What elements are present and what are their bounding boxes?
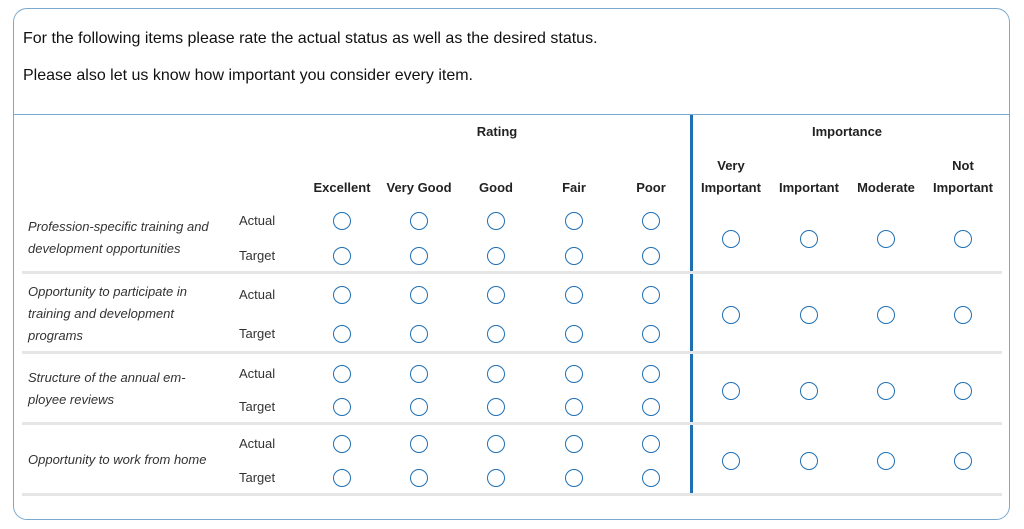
target-row-label: Target xyxy=(239,248,276,263)
group-header-importance: Importance xyxy=(811,124,883,139)
rating-radio-actual-excellent[interactable] xyxy=(333,435,351,453)
row-separator xyxy=(22,351,1002,354)
rating-radio-target-excellent[interactable] xyxy=(333,247,351,265)
rating-radio-actual-fair[interactable] xyxy=(565,435,583,453)
rating-radio-actual-excellent[interactable] xyxy=(333,286,351,304)
target-row-label: Target xyxy=(239,326,276,341)
importance-radio-not-important[interactable] xyxy=(954,306,972,324)
column-header-not-important-line-2: Important xyxy=(933,180,993,195)
rating-radio-actual-very-good[interactable] xyxy=(410,365,428,383)
column-header-moderate-line-2: Moderate xyxy=(857,180,915,195)
importance-radio-very-important[interactable] xyxy=(722,306,740,324)
rating-radio-actual-good[interactable] xyxy=(487,365,505,383)
rating-radio-target-very-good[interactable] xyxy=(410,247,428,265)
target-row-label: Target xyxy=(239,399,276,414)
rating-radio-target-fair[interactable] xyxy=(565,469,583,487)
rating-radio-target-good[interactable] xyxy=(487,325,505,343)
actual-row-label: Actual xyxy=(239,366,276,381)
item-label-line: development opportunities xyxy=(28,241,181,256)
target-row-label: Target xyxy=(239,470,276,485)
rating-radio-target-very-good[interactable] xyxy=(410,325,428,343)
importance-radio-moderate[interactable] xyxy=(877,382,895,400)
rating-radio-actual-good[interactable] xyxy=(487,435,505,453)
survey-card: For the following items please rate the … xyxy=(13,8,1010,520)
importance-radio-very-important[interactable] xyxy=(722,382,740,400)
column-header-important-line-2: Important xyxy=(779,180,839,195)
rating-radio-actual-good[interactable] xyxy=(487,212,505,230)
rating-radio-actual-fair[interactable] xyxy=(565,212,583,230)
row-separator xyxy=(22,493,1002,496)
group-header-rating: Rating xyxy=(476,124,518,139)
row-separator xyxy=(22,422,1002,425)
item-label-1: Profession-specific training and developm… xyxy=(28,216,238,260)
item-label-line: training and development xyxy=(28,306,174,321)
rating-radio-target-excellent[interactable] xyxy=(333,469,351,487)
importance-radio-moderate[interactable] xyxy=(877,452,895,470)
actual-row-label: Actual xyxy=(239,287,276,302)
intro-section: For the following items please rate the … xyxy=(14,9,1009,115)
item-label-line: programs xyxy=(28,328,83,343)
rating-radio-target-very-good[interactable] xyxy=(410,469,428,487)
column-header-excellent: Excellent xyxy=(313,180,371,195)
rating-radio-target-poor[interactable] xyxy=(642,398,660,416)
rating-radio-actual-poor[interactable] xyxy=(642,365,660,383)
importance-radio-not-important[interactable] xyxy=(954,230,972,248)
rating-radio-actual-poor[interactable] xyxy=(642,286,660,304)
rating-radio-target-excellent[interactable] xyxy=(333,398,351,416)
rating-radio-actual-very-good[interactable] xyxy=(410,435,428,453)
item-label-line: Profession-specific training and xyxy=(28,219,209,234)
importance-radio-not-important[interactable] xyxy=(954,452,972,470)
rating-radio-actual-fair[interactable] xyxy=(565,286,583,304)
item-label-3: Structure of the annual em-ployee review… xyxy=(28,367,238,411)
importance-radio-important[interactable] xyxy=(800,306,818,324)
rating-radio-target-fair[interactable] xyxy=(565,325,583,343)
item-label-line: Structure of the annual em- xyxy=(28,370,186,385)
row-separator xyxy=(22,271,1002,274)
column-header-very-important-line-2: Important xyxy=(701,180,761,195)
item-label-line: Opportunity to participate in xyxy=(28,284,187,299)
column-header-very-important-line-1: Very xyxy=(717,158,745,173)
importance-radio-very-important[interactable] xyxy=(722,230,740,248)
column-header-fair: Fair xyxy=(562,180,586,195)
rating-radio-target-fair[interactable] xyxy=(565,398,583,416)
intro-line-2: Please also let us know how important yo… xyxy=(23,67,473,84)
importance-radio-moderate[interactable] xyxy=(877,306,895,324)
importance-radio-not-important[interactable] xyxy=(954,382,972,400)
rating-radio-actual-fair[interactable] xyxy=(565,365,583,383)
column-header-very-good: Very Good xyxy=(386,180,452,195)
column-header-poor: Poor xyxy=(636,180,666,195)
importance-radio-important[interactable] xyxy=(800,452,818,470)
rating-radio-actual-excellent[interactable] xyxy=(333,365,351,383)
rating-radio-actual-poor[interactable] xyxy=(642,212,660,230)
rating-radio-target-good[interactable] xyxy=(487,398,505,416)
importance-radio-important[interactable] xyxy=(800,382,818,400)
rating-radio-actual-very-good[interactable] xyxy=(410,212,428,230)
column-header-not-important-line-1: Not xyxy=(952,158,974,173)
rating-radio-actual-poor[interactable] xyxy=(642,435,660,453)
importance-radio-important[interactable] xyxy=(800,230,818,248)
rating-radio-target-fair[interactable] xyxy=(565,247,583,265)
item-label-2: Opportunity to participate in training an… xyxy=(28,281,238,347)
section-divider xyxy=(690,115,693,495)
rating-radio-actual-very-good[interactable] xyxy=(410,286,428,304)
rating-radio-target-poor[interactable] xyxy=(642,325,660,343)
rating-radio-target-poor[interactable] xyxy=(642,469,660,487)
rating-radio-target-very-good[interactable] xyxy=(410,398,428,416)
item-label-line: Opportunity to work from home xyxy=(28,452,207,467)
intro-line-1: For the following items please rate the … xyxy=(23,30,598,47)
actual-row-label: Actual xyxy=(239,213,276,228)
rating-radio-actual-good[interactable] xyxy=(487,286,505,304)
rating-radio-target-poor[interactable] xyxy=(642,247,660,265)
rating-radio-actual-excellent[interactable] xyxy=(333,212,351,230)
item-label-4: Opportunity to work from home xyxy=(28,449,238,471)
importance-radio-moderate[interactable] xyxy=(877,230,895,248)
importance-radio-very-important[interactable] xyxy=(722,452,740,470)
item-label-line: ployee reviews xyxy=(28,392,114,407)
rating-radio-target-good[interactable] xyxy=(487,469,505,487)
column-header-good: Good xyxy=(479,180,513,195)
rating-radio-target-excellent[interactable] xyxy=(333,325,351,343)
actual-row-label: Actual xyxy=(239,436,276,451)
rating-radio-target-good[interactable] xyxy=(487,247,505,265)
